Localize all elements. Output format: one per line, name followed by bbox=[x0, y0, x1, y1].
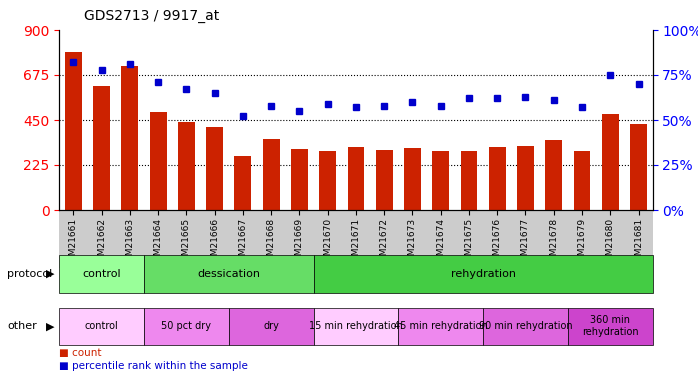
Bar bbox=[545, 140, 562, 210]
Bar bbox=[489, 147, 506, 210]
Text: ▶: ▶ bbox=[46, 321, 54, 331]
Bar bbox=[235, 156, 251, 210]
Bar bbox=[65, 52, 82, 210]
Text: 360 min
rehydration: 360 min rehydration bbox=[582, 315, 639, 337]
Text: other: other bbox=[7, 321, 37, 331]
Text: 50 pct dry: 50 pct dry bbox=[161, 321, 211, 331]
Bar bbox=[262, 139, 280, 210]
Text: 90 min rehydration: 90 min rehydration bbox=[479, 321, 572, 331]
Bar bbox=[574, 151, 591, 210]
Bar bbox=[319, 151, 336, 210]
Bar bbox=[348, 147, 364, 210]
Text: 45 min rehydration: 45 min rehydration bbox=[394, 321, 488, 331]
Text: protocol: protocol bbox=[7, 269, 52, 279]
Text: ▶: ▶ bbox=[46, 269, 54, 279]
Text: 15 min rehydration: 15 min rehydration bbox=[309, 321, 403, 331]
Text: control: control bbox=[82, 269, 121, 279]
Bar bbox=[461, 151, 477, 210]
Text: GDS2713 / 9917_at: GDS2713 / 9917_at bbox=[84, 9, 219, 23]
Bar bbox=[376, 150, 393, 210]
Bar bbox=[630, 124, 647, 210]
Bar bbox=[291, 149, 308, 210]
Bar bbox=[517, 146, 534, 210]
Text: control: control bbox=[85, 321, 119, 331]
Bar bbox=[432, 151, 450, 210]
Text: dry: dry bbox=[263, 321, 279, 331]
Bar bbox=[150, 112, 167, 210]
Text: dessication: dessication bbox=[198, 269, 260, 279]
Text: rehydration: rehydration bbox=[451, 269, 516, 279]
Bar bbox=[121, 66, 138, 210]
Bar bbox=[94, 86, 110, 210]
Bar bbox=[178, 122, 195, 210]
Text: ■ percentile rank within the sample: ■ percentile rank within the sample bbox=[59, 361, 248, 371]
Bar bbox=[206, 127, 223, 210]
Text: ■ count: ■ count bbox=[59, 348, 102, 358]
Bar bbox=[602, 114, 618, 210]
Bar bbox=[404, 148, 421, 210]
